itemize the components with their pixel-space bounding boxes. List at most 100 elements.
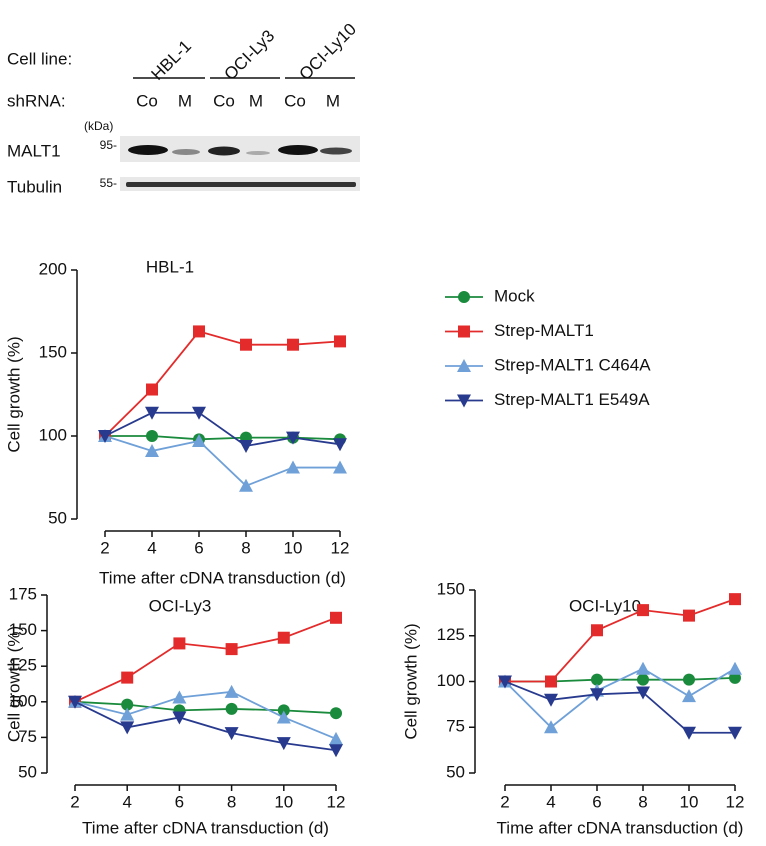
blot-row: Tubulin: [7, 177, 62, 196]
y-axis-label: Cell growth (%): [4, 336, 23, 452]
y-tick-label: 50: [446, 762, 465, 781]
chart-title: HBL-1: [146, 257, 194, 276]
y-tick-label: 50: [48, 508, 67, 527]
shrna-label: shRNA:: [7, 91, 66, 110]
kda-label: (kDa): [84, 119, 113, 133]
marker: [682, 689, 696, 703]
marker: [637, 604, 649, 617]
chart-title: OCI-Ly10: [569, 596, 641, 615]
marker: [334, 335, 346, 348]
y-axis-label: Cell growth (%): [4, 626, 23, 742]
x-tick-label: 2: [500, 792, 509, 811]
marker: [121, 698, 134, 711]
series-line: [104, 330, 341, 437]
mw-marker: 95-: [100, 138, 117, 152]
marker: [683, 609, 695, 622]
x-tick-label: 2: [70, 792, 79, 811]
x-axis-label: Time after cDNA transduction (d): [497, 818, 744, 837]
x-tick-label: 2: [100, 538, 109, 557]
series-line: [74, 700, 337, 715]
x-tick-label: 4: [147, 538, 156, 557]
marker: [590, 688, 604, 702]
marker: [68, 695, 82, 709]
series-line: [505, 598, 736, 683]
y-tick-label: 200: [39, 259, 67, 278]
marker: [330, 611, 342, 624]
legend-marker: [458, 291, 470, 303]
series-line: [74, 616, 337, 703]
marker: [277, 704, 290, 717]
blot-row: MALT1: [7, 141, 61, 160]
marker: [544, 720, 558, 734]
x-tick-label: 6: [592, 792, 601, 811]
marker: [225, 643, 238, 656]
marker: [276, 737, 291, 751]
marker: [240, 338, 252, 351]
marker: [333, 438, 347, 452]
marker: [172, 690, 187, 704]
cell-line-label: Cell line:: [7, 49, 72, 68]
series-line: [504, 667, 736, 729]
marker: [146, 430, 158, 442]
mw-marker: 55-: [100, 176, 117, 190]
y-tick-label: 100: [39, 425, 67, 444]
shrna: Co: [284, 91, 306, 110]
chart-title: OCI-Ly3: [149, 596, 212, 615]
x-tick-label: 10: [274, 792, 293, 811]
x-axis-label: Time after cDNA transduction (d): [82, 818, 329, 837]
marker: [224, 727, 239, 741]
marker: [333, 460, 347, 474]
legend-label: Strep-MALT1 E549A: [494, 390, 650, 409]
x-axis-label: Time after cDNA transduction (d): [99, 568, 346, 587]
series-line: [104, 411, 341, 447]
marker: [682, 726, 696, 740]
y-tick-label: 100: [437, 671, 465, 690]
x-tick-label: 12: [726, 792, 745, 811]
marker: [728, 726, 742, 740]
y-tick-label: 150: [437, 579, 465, 598]
marker: [224, 684, 239, 698]
marker: [591, 673, 603, 686]
x-tick-label: 4: [122, 792, 131, 811]
y-tick-label: 50: [18, 762, 37, 781]
marker: [329, 731, 343, 745]
legend-marker: [457, 359, 471, 372]
marker: [637, 673, 649, 686]
x-tick-label: 12: [331, 538, 350, 557]
marker: [146, 383, 158, 396]
y-tick-label: 150: [39, 342, 67, 361]
marker: [545, 675, 557, 688]
band: [278, 145, 318, 155]
shrna: M: [326, 91, 340, 110]
x-tick-label: 8: [241, 538, 250, 557]
marker: [239, 439, 253, 453]
marker: [286, 431, 300, 445]
marker: [98, 430, 112, 443]
marker: [330, 707, 342, 720]
cell-line: HBL-1: [148, 36, 196, 84]
y-tick-label: 100: [9, 691, 37, 710]
legend-marker: [457, 394, 471, 408]
marker: [239, 478, 253, 492]
marker: [591, 624, 603, 637]
x-tick-label: 8: [638, 792, 647, 811]
marker: [498, 675, 512, 689]
x-tick-label: 4: [546, 792, 555, 811]
x-tick-label: 10: [680, 792, 699, 811]
marker: [636, 661, 650, 675]
y-tick-label: 125: [437, 625, 465, 644]
marker: [173, 637, 186, 650]
x-tick-label: 12: [327, 792, 346, 811]
series-line: [104, 435, 340, 487]
y-tick-label: 150: [9, 620, 37, 639]
cell-line: OCI-Ly3: [221, 26, 279, 84]
marker: [172, 711, 187, 725]
marker: [121, 671, 134, 684]
band: [208, 146, 240, 156]
y-tick-label: 125: [9, 656, 37, 675]
shrna: M: [249, 91, 263, 110]
shrna: Co: [213, 91, 235, 110]
marker: [683, 673, 695, 686]
band: [126, 182, 356, 187]
